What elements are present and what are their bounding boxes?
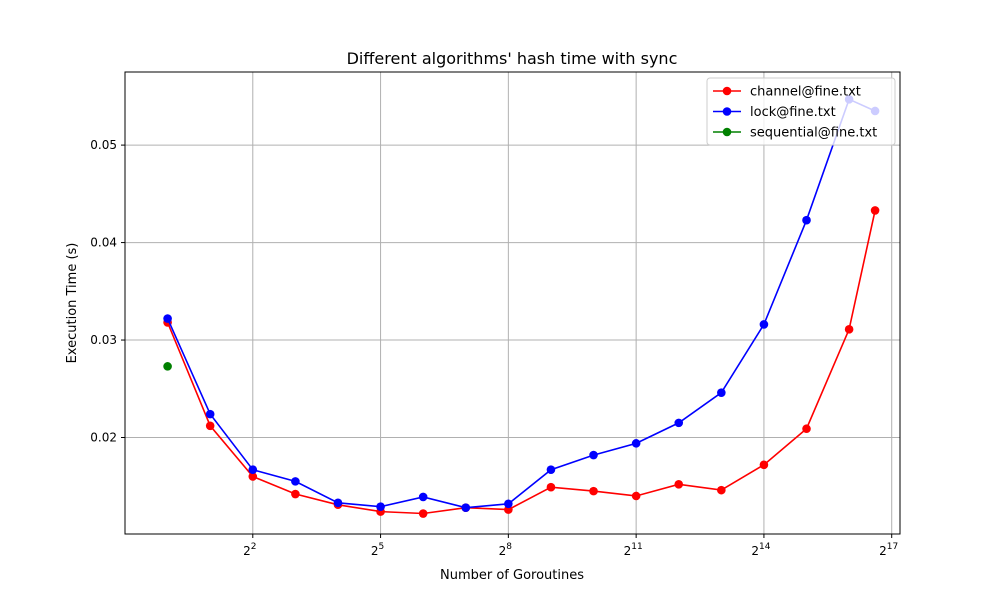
data-point-channel xyxy=(546,482,556,492)
legend-label: sequential@fine.txt xyxy=(750,126,877,141)
data-point-sequential xyxy=(163,362,172,371)
data-point-lock xyxy=(205,409,215,419)
data-point-lock xyxy=(802,215,811,225)
data-point-channel xyxy=(717,485,726,495)
y-tick-label: 0.05 xyxy=(90,138,117,152)
x-tick-label-base: 2 xyxy=(243,544,251,558)
chart-title: Different algorithms' hash time with syn… xyxy=(347,49,678,68)
data-point-channel xyxy=(205,421,215,431)
legend-item-lock: lock@fine.txt xyxy=(713,105,836,120)
legend-swatch-marker xyxy=(722,86,732,96)
data-point-lock xyxy=(546,465,556,474)
legend-box xyxy=(706,77,896,146)
x-tick-label: 214 xyxy=(751,542,770,558)
y-tick-label: 0.02 xyxy=(90,431,117,445)
data-point-lock xyxy=(376,502,385,512)
x-axis-label: Number of Goroutines xyxy=(440,568,584,583)
legend-swatch-marker xyxy=(722,107,732,116)
data-point-lock xyxy=(163,314,172,323)
x-tick-label: 211 xyxy=(624,542,643,558)
series-line-channel xyxy=(166,210,876,515)
data-point-channel xyxy=(248,472,258,481)
data-point-channel xyxy=(631,491,641,501)
x-tick-label: 28 xyxy=(499,542,513,558)
x-tick-label-exponent: 17 xyxy=(887,542,898,552)
data-point-lock xyxy=(674,418,684,428)
data-point-lock xyxy=(717,388,726,397)
data-point-channel xyxy=(844,325,854,334)
data-point-channel xyxy=(759,460,769,470)
plot-frame xyxy=(124,71,901,535)
data-point-lock xyxy=(333,498,343,508)
data-point-lock xyxy=(461,503,471,512)
x-tick-label-exponent: 11 xyxy=(631,542,642,552)
x-tick-label-exponent: 14 xyxy=(759,542,771,552)
legend-label: channel@fine.txt xyxy=(750,85,861,100)
data-point-channel xyxy=(870,206,880,215)
x-tick-label-base: 2 xyxy=(879,544,887,558)
x-tick-label: 25 xyxy=(371,542,384,558)
data-point-lock xyxy=(248,465,258,474)
x-tick-label-base: 2 xyxy=(371,544,379,558)
legend-label: lock@fine.txt xyxy=(750,105,836,120)
data-point-lock xyxy=(589,450,598,460)
data-point-channel xyxy=(418,509,428,518)
x-tick-label-base: 2 xyxy=(624,544,632,558)
data-point-channel xyxy=(674,479,684,489)
x-tick-label-exponent: 5 xyxy=(379,542,385,552)
legend-item-channel: channel@fine.txt xyxy=(713,85,861,100)
data-point-channel xyxy=(589,486,598,496)
series-line-lock xyxy=(166,98,876,509)
legend-item-sequential: sequential@fine.txt xyxy=(713,126,877,141)
x-tick-label-base: 2 xyxy=(499,544,507,558)
x-tick-label: 217 xyxy=(879,542,898,558)
x-tick-label-exponent: 8 xyxy=(506,542,512,552)
data-point-lock xyxy=(759,320,769,329)
x-tick-label-exponent: 2 xyxy=(251,542,257,552)
data-point-lock xyxy=(418,492,428,502)
y-axis-label: Execution Time (s) xyxy=(65,243,80,364)
data-point-channel xyxy=(802,424,811,434)
data-point-lock xyxy=(631,439,641,448)
y-tick-label: 0.03 xyxy=(90,333,117,347)
y-tick-label: 0.04 xyxy=(90,236,117,250)
x-tick-label: 22 xyxy=(243,542,256,558)
data-point-lock xyxy=(291,477,300,486)
legend: channel@fine.txt lock@fine.txt sequential@… xyxy=(706,77,896,146)
data-point-channel xyxy=(291,489,300,499)
data-point-lock xyxy=(504,499,513,509)
series-sequential xyxy=(163,362,172,371)
x-tick-label-base: 2 xyxy=(751,544,759,558)
legend-swatch-marker xyxy=(722,127,732,137)
